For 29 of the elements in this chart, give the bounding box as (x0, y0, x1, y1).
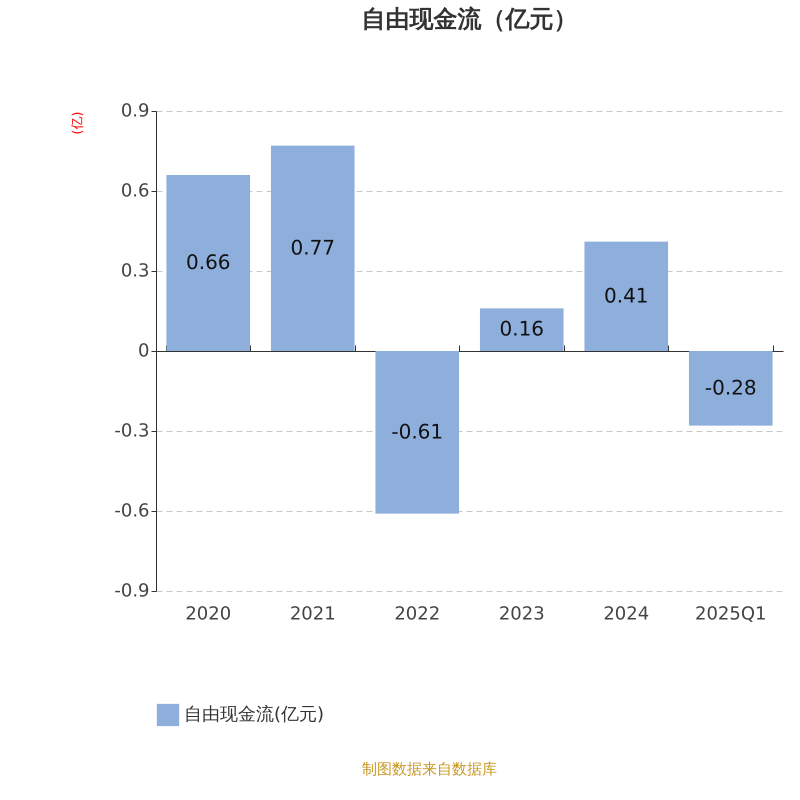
y-axis-title: (亿) (70, 112, 86, 135)
x-tick-label: 2022 (394, 604, 440, 624)
bar (584, 242, 668, 351)
x-tick-label: 2024 (603, 604, 650, 624)
x-tick-label: 2025Q1 (695, 604, 766, 624)
x-tick-label: 2020 (185, 604, 232, 624)
data-label: -0.61 (391, 419, 444, 444)
x-tick-label: 2021 (290, 604, 336, 624)
y-tick-label: 0.6 (120, 180, 150, 202)
y-tick-label: 0.3 (120, 260, 150, 282)
y-tick-label: -0.6 (114, 500, 150, 522)
bar (375, 351, 460, 514)
data-label: -0.28 (704, 375, 757, 400)
bar (688, 351, 773, 426)
y-tick-label: -0.9 (114, 580, 150, 602)
bar (480, 308, 564, 351)
data-label: 0.41 (604, 283, 649, 308)
text: 制图数据来自数据库 (362, 760, 497, 778)
data-label: 0.77 (290, 235, 336, 260)
y-tick-label: 0 (138, 340, 150, 362)
bar (166, 175, 250, 351)
y-tick-label: -0.3 (114, 420, 150, 442)
chart-title: 自由现金流（亿元） (362, 5, 578, 33)
data-label: 0.66 (186, 250, 231, 274)
legend-label: 自由现金流(亿元) (184, 704, 324, 725)
bar (270, 146, 355, 351)
y-tick-label: 0.9 (120, 100, 150, 122)
x-tick-label: 2023 (498, 604, 545, 624)
data-label: 0.16 (499, 316, 544, 341)
